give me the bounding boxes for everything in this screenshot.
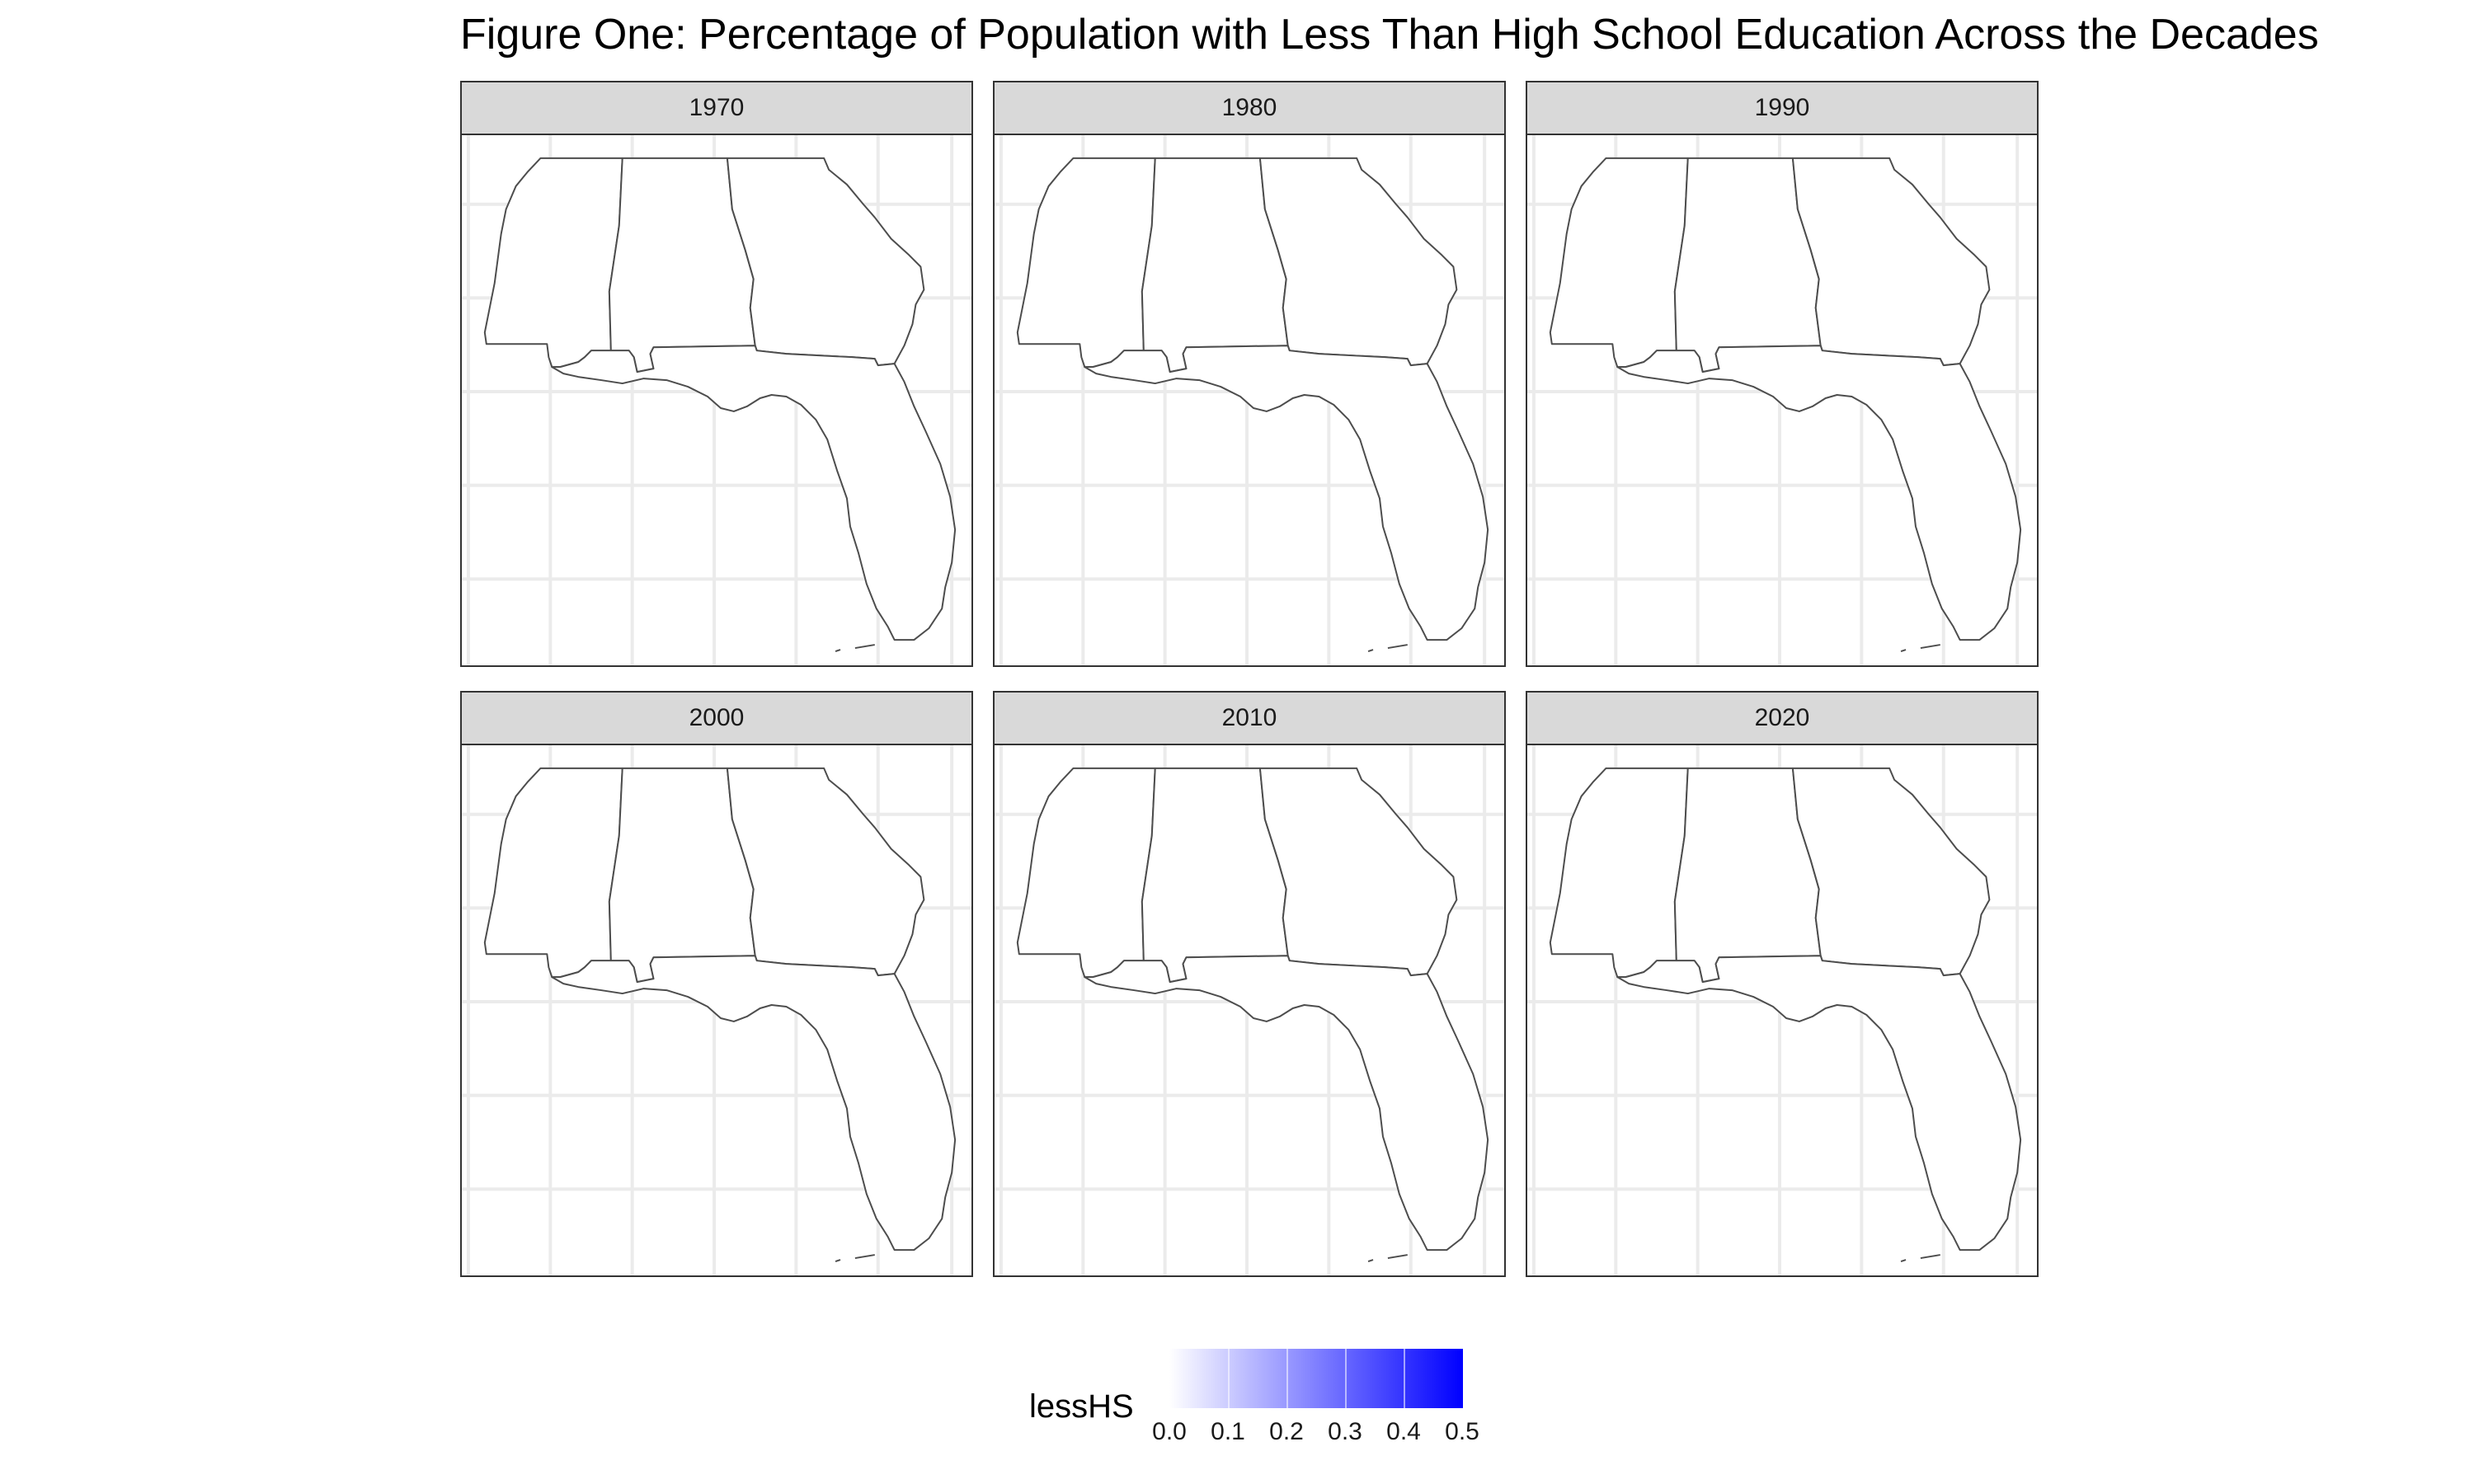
legend-tick-label: 0.0 — [1152, 1418, 1187, 1445]
state-mississippi — [1016, 157, 1156, 369]
state-georgia — [1791, 157, 1991, 367]
map-panel-2020: 2020 — [1526, 691, 2039, 1277]
panel-strip-label: 1990 — [1526, 81, 2039, 135]
state-florida — [551, 955, 957, 1252]
state-florida — [1084, 345, 1489, 641]
state-boundaries — [1016, 767, 1489, 1262]
state-boundaries — [1549, 767, 2022, 1262]
map-area — [1526, 745, 2039, 1277]
florida-keys — [835, 1254, 875, 1262]
state-boundaries — [483, 767, 957, 1262]
florida-keys — [835, 644, 875, 652]
panel-strip-label: 1970 — [460, 81, 973, 135]
legend-tick-label: 0.5 — [1445, 1418, 1479, 1445]
state-florida — [1084, 955, 1489, 1252]
state-mississippi — [1549, 767, 1689, 979]
state-georgia — [1258, 157, 1458, 367]
map-area — [993, 135, 1506, 667]
panel-strip-label: 2000 — [460, 691, 973, 745]
state-boundaries — [483, 157, 957, 652]
figure-title: Figure One: Percentage of Population wit… — [460, 11, 2319, 59]
map-panel-1970: 1970 — [460, 81, 973, 667]
legend-title: lessHS — [1029, 1388, 1134, 1425]
florida-keys — [1367, 644, 1408, 652]
state-mississippi — [1016, 767, 1156, 979]
legend-tick-mark — [1228, 1349, 1230, 1408]
state-georgia — [726, 767, 925, 977]
map-area — [993, 745, 1506, 1277]
state-florida — [551, 345, 957, 641]
state-georgia — [726, 157, 925, 367]
florida-keys — [1367, 1254, 1408, 1262]
state-georgia — [1791, 767, 1991, 977]
state-mississippi — [1549, 157, 1689, 369]
panel-strip-label: 1980 — [993, 81, 1506, 135]
legend-tick-label: 0.1 — [1211, 1418, 1245, 1445]
map-panel-1990: 1990 — [1526, 81, 2039, 667]
florida-keys — [1900, 644, 1940, 652]
map-area — [460, 745, 973, 1277]
map-panel-2010: 2010 — [993, 691, 1506, 1277]
map-panel-1980: 1980 — [993, 81, 1506, 667]
legend-tick-mark — [1404, 1349, 1405, 1408]
state-florida — [1616, 955, 2022, 1252]
color-legend: lessHS 0.0 0.1 0.2 0.3 0.4 0.5 — [1029, 1349, 1491, 1448]
state-georgia — [1258, 767, 1458, 977]
state-boundaries — [1016, 157, 1489, 652]
florida-keys — [1900, 1254, 1940, 1262]
panel-strip-label: 2010 — [993, 691, 1506, 745]
legend-colorbar — [1169, 1349, 1463, 1408]
legend-tick-label: 0.3 — [1328, 1418, 1362, 1445]
panel-strip-label: 2020 — [1526, 691, 2039, 745]
state-mississippi — [483, 157, 623, 369]
map-panel-2000: 2000 — [460, 691, 973, 1277]
map-area — [460, 135, 973, 667]
legend-tick-mark — [1286, 1349, 1288, 1408]
legend-tick-label: 0.2 — [1269, 1418, 1304, 1445]
legend-tick-mark — [1345, 1349, 1347, 1408]
state-boundaries — [1549, 157, 2022, 652]
map-area — [1526, 135, 2039, 667]
legend-tick-label: 0.4 — [1386, 1418, 1421, 1445]
state-florida — [1616, 345, 2022, 641]
state-mississippi — [483, 767, 623, 979]
